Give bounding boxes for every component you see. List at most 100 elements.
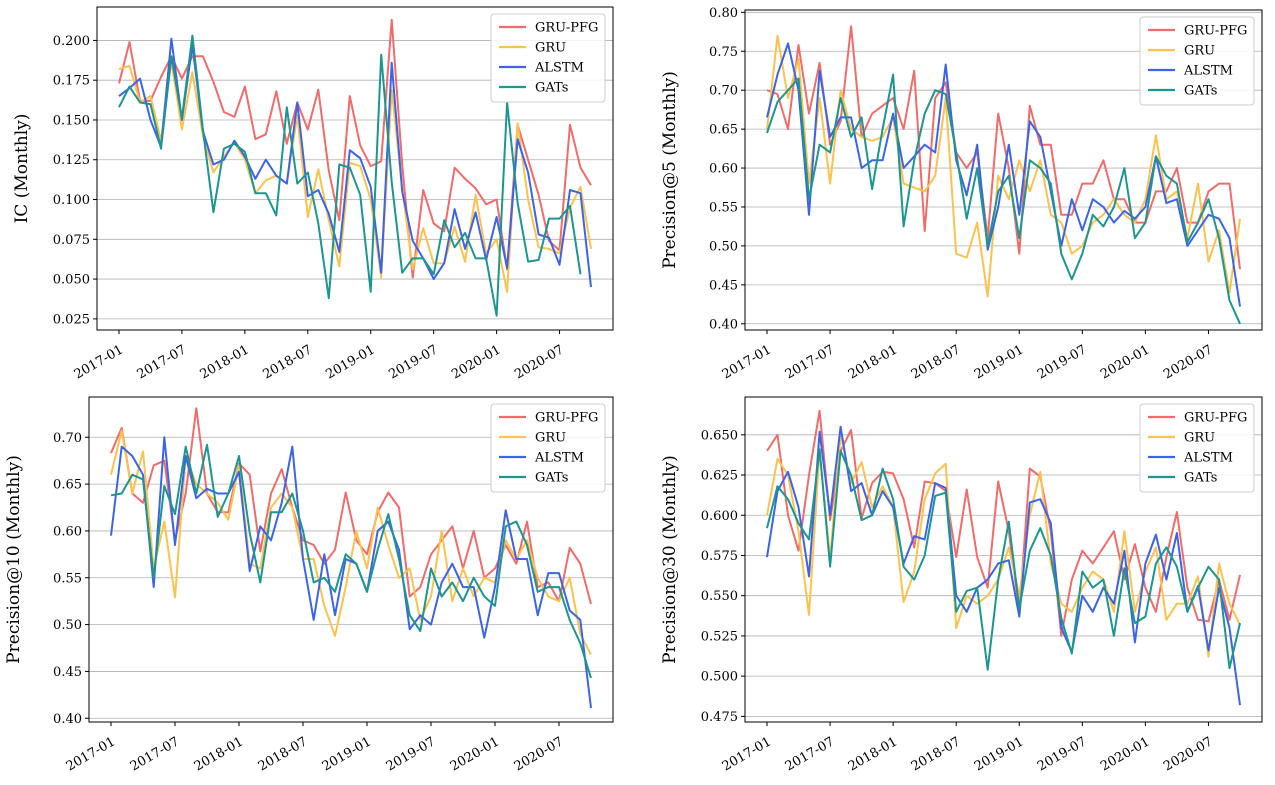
- x-tick-label: 2018-01: [846, 734, 900, 774]
- y-tick-label: 0.650: [701, 428, 738, 443]
- x-tick-label: 2020-01: [1098, 734, 1152, 774]
- x-tick-label: 2019-07: [386, 342, 440, 382]
- legend: GRU-PFG GRU ALSTM GATs: [490, 13, 606, 103]
- x-tick-label: 2018-07: [261, 342, 315, 382]
- legend: GRU-PFG GRU ALSTM GATs: [490, 403, 606, 493]
- chart-panel-2: 0.40 0.45 0.50 0.55 0.60 0.65 0.70 0.75 0.80 2017…: [660, 6, 1263, 382]
- legend-label: ALSTM: [534, 61, 584, 76]
- legend-label: ALSTM: [1183, 451, 1233, 466]
- legend-label: GRU: [535, 41, 566, 56]
- y-axis-label: Precision@30 (Monthly): [660, 455, 680, 664]
- y-tick-label: 0.60: [53, 524, 82, 539]
- x-tick-label: 2019-07: [384, 734, 438, 774]
- x-tick-label: 2017-07: [128, 734, 182, 774]
- y-tick-label: 0.025: [53, 312, 90, 327]
- legend-label: GATs: [1184, 471, 1217, 486]
- y-tick-label: 0.575: [701, 549, 738, 564]
- x-tick-label: 2019-01: [972, 734, 1026, 774]
- y-tick-label: 0.65: [53, 478, 82, 493]
- y-tick-label: 0.80: [709, 6, 738, 21]
- legend-box: [490, 403, 606, 493]
- series-line-gru-pfg: [110, 407, 592, 605]
- legend-label: GATs: [535, 471, 568, 486]
- y-tick-label: 0.200: [53, 34, 90, 49]
- x-tick-label: 2017-07: [783, 342, 837, 382]
- x-tick-label: 2020-07: [512, 734, 566, 774]
- legend-label: GRU: [1184, 44, 1215, 59]
- y-tick-label: 0.150: [53, 113, 90, 128]
- x-tick-label: 2019-07: [1035, 342, 1089, 382]
- series-line-gru-pfg: [766, 25, 1241, 270]
- y-axis-label: IC (Monthly): [12, 114, 32, 224]
- y-tick-label: 0.40: [709, 317, 738, 332]
- x-tick-label: 2018-01: [192, 734, 246, 774]
- x-tick-label: 2017-07: [135, 342, 189, 382]
- y-tick-label: 0.75: [709, 45, 738, 60]
- series-line-gats: [766, 73, 1241, 325]
- x-tick-label: 2018-01: [198, 342, 252, 382]
- y-tick-label: 0.50: [53, 618, 82, 633]
- y-tick-label: 0.175: [53, 74, 90, 89]
- plot-frame: [88, 396, 614, 723]
- chart-panel-4: 0.475 0.500 0.525 0.550 0.575 0.600 0.625 0.650…: [660, 396, 1263, 774]
- legend-label: ALSTM: [1183, 64, 1233, 79]
- chart-panel-1: 0.025 0.050 0.075 0.100 0.125 0.150 0.175 0.200…: [12, 6, 614, 382]
- x-tick-label: 2020-01: [448, 734, 502, 774]
- x-tick-label: 2019-01: [972, 342, 1026, 382]
- x-tick-label: 2019-01: [320, 734, 374, 774]
- y-tick-label: 0.45: [53, 665, 82, 680]
- y-tick-label: 0.45: [709, 278, 738, 293]
- legend-label: GRU-PFG: [1184, 24, 1247, 39]
- legend: GRU-PFG GRU ALSTM GATs: [1139, 16, 1255, 106]
- x-tick-label: 2017-07: [783, 734, 837, 774]
- legend-label: GRU: [535, 431, 566, 446]
- y-axis-label: Precision@10 (Monthly): [4, 455, 24, 664]
- y-tick-label: 0.60: [709, 162, 738, 177]
- y-tick-label: 0.625: [701, 469, 738, 484]
- x-tick-label: 2020-07: [1161, 342, 1215, 382]
- series-line-gats: [766, 448, 1241, 671]
- legend-label: GRU: [1184, 431, 1215, 446]
- x-tick-label: 2020-07: [1161, 734, 1215, 774]
- x-tick-label: 2018-07: [909, 734, 963, 774]
- x-tick-label: 2020-07: [512, 342, 566, 382]
- legend-label: GATs: [1184, 84, 1217, 99]
- series-line-alstm: [110, 436, 592, 709]
- y-tick-label: 0.075: [53, 233, 90, 248]
- y-tick-label: 0.550: [701, 589, 738, 604]
- legend-label: GRU-PFG: [535, 411, 598, 426]
- x-tick-label: 2019-07: [1035, 734, 1089, 774]
- x-tick-label: 2020-01: [1098, 342, 1152, 382]
- plot-frame: [96, 6, 614, 331]
- series-line-gats: [110, 443, 592, 679]
- y-tick-label: 0.70: [53, 431, 82, 446]
- y-tick-label: 0.525: [701, 629, 738, 644]
- legend-label: ALSTM: [534, 451, 584, 466]
- y-tick-label: 0.55: [53, 571, 82, 586]
- x-tick-label: 2018-07: [256, 734, 310, 774]
- y-tick-label: 0.40: [53, 712, 82, 727]
- y-tick-label: 0.125: [53, 153, 90, 168]
- y-tick-label: 0.50: [709, 239, 738, 254]
- plot-frame: [744, 396, 1263, 723]
- y-tick-label: 0.600: [701, 509, 738, 524]
- y-tick-label: 0.65: [709, 123, 738, 138]
- x-tick-label: 2020-01: [449, 342, 503, 382]
- x-tick-label: 2017-01: [720, 342, 774, 382]
- legend-box: [490, 13, 606, 103]
- x-tick-label: 2017-01: [72, 342, 126, 382]
- y-tick-label: 0.70: [709, 84, 738, 99]
- legend-label: GRU-PFG: [535, 21, 598, 36]
- y-tick-label: 0.500: [701, 670, 738, 685]
- x-tick-label: 2019-01: [323, 342, 377, 382]
- x-tick-label: 2017-01: [64, 734, 118, 774]
- legend-label: GATs: [535, 81, 568, 96]
- y-tick-label: 0.050: [53, 273, 90, 288]
- legend: GRU-PFG GRU ALSTM GATs: [1139, 403, 1255, 493]
- y-tick-label: 0.55: [709, 200, 738, 215]
- legend-box: [1139, 403, 1255, 493]
- chart-panel-3: 0.40 0.45 0.50 0.55 0.60 0.65 0.70 2017-01 2017-…: [4, 396, 614, 774]
- y-tick-label: 0.475: [701, 710, 738, 725]
- legend-label: GRU-PFG: [1184, 411, 1247, 426]
